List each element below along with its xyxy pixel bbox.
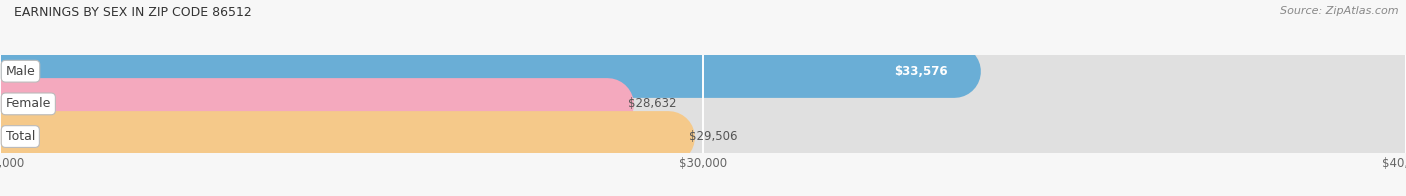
Text: Total: Total — [6, 130, 35, 143]
Text: Source: ZipAtlas.com: Source: ZipAtlas.com — [1281, 6, 1399, 16]
Text: Female: Female — [6, 97, 51, 110]
Text: $28,632: $28,632 — [628, 97, 676, 110]
Text: EARNINGS BY SEX IN ZIP CODE 86512: EARNINGS BY SEX IN ZIP CODE 86512 — [14, 6, 252, 19]
Text: Male: Male — [6, 65, 35, 78]
Text: $33,576: $33,576 — [894, 65, 948, 78]
Text: $29,506: $29,506 — [689, 130, 738, 143]
